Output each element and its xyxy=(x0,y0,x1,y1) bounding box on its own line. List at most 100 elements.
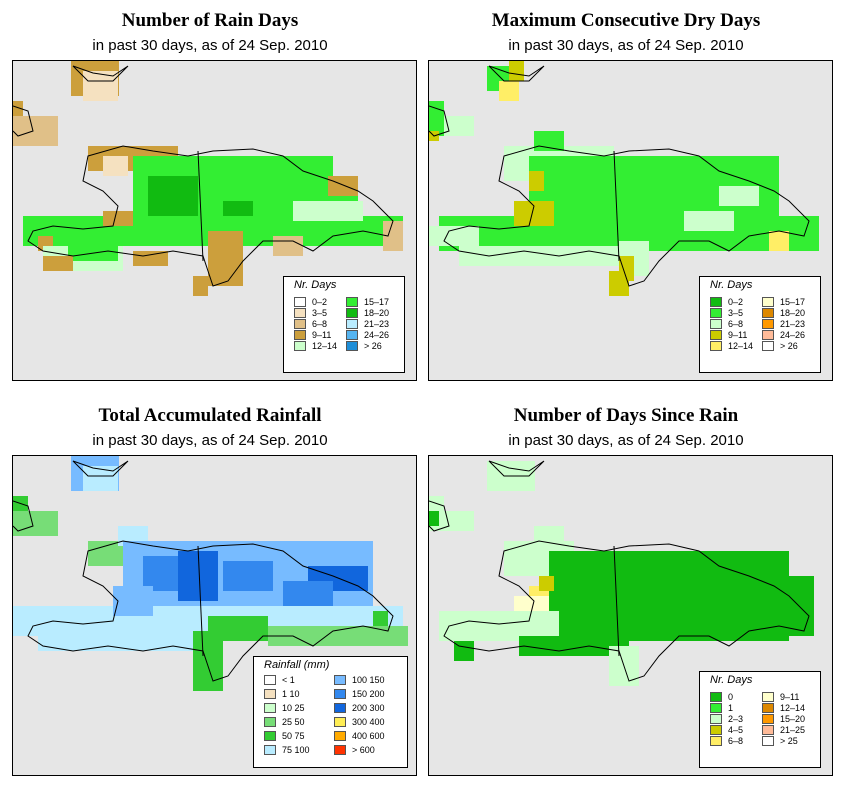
map-svg xyxy=(429,61,819,296)
coastline xyxy=(13,65,394,287)
legend-swatch xyxy=(762,308,774,318)
legend-swatch xyxy=(346,308,358,318)
legend: Nr. Days 0–2 3–5 6–8 9–11 12–14 15–17 18… xyxy=(699,276,821,373)
map-svg xyxy=(13,456,408,691)
legend-swatch xyxy=(762,330,774,340)
legend-label: 21–23 xyxy=(364,319,390,329)
grid-cells xyxy=(429,61,819,296)
legend-label: 15–17 xyxy=(780,297,806,307)
legend-label: 9–11 xyxy=(728,330,748,340)
legend-swatch xyxy=(264,717,276,727)
legend-swatch xyxy=(294,308,306,318)
legend-swatch xyxy=(762,692,774,702)
legend-swatch xyxy=(762,703,774,713)
panel-dry-days: Maximum Consecutive Dry Days in past 30 … xyxy=(416,0,836,396)
legend: Nr. Days 0 1 2–3 4–5 6–8 9–11 12–14 15–2… xyxy=(699,671,821,768)
legend-label: 75 100 xyxy=(282,745,310,755)
legend-swatch xyxy=(294,319,306,329)
map-svg xyxy=(429,460,814,686)
legend-swatch xyxy=(710,297,722,307)
legend-swatch xyxy=(710,725,722,735)
legend-label: 15–17 xyxy=(364,297,390,307)
legend-label: 15–20 xyxy=(780,714,806,724)
legend-label: 3–5 xyxy=(728,308,744,318)
legend: Nr. Days 0–2 3–5 6–8 9–11 12–14 15–17 18… xyxy=(283,276,405,373)
legend-label: 6–8 xyxy=(312,319,328,329)
legend-swatch xyxy=(762,725,774,735)
legend-label: 3–5 xyxy=(312,308,328,318)
panel-title: Total Accumulated Rainfall xyxy=(98,405,322,426)
legend-swatch xyxy=(334,689,346,699)
legend-swatch xyxy=(346,319,358,329)
coastline xyxy=(429,65,810,287)
map-rain-days: Nr. Days 0–2 3–5 6–8 9–11 12–14 15–17 18… xyxy=(12,60,417,381)
coastline xyxy=(429,460,810,682)
legend-label: 12–14 xyxy=(728,341,754,351)
legend-swatch xyxy=(710,308,722,318)
legend-label: 24–26 xyxy=(780,330,806,340)
legend-swatch xyxy=(334,703,346,713)
panel-rainfall: Total Accumulated Rainfall in past 30 da… xyxy=(0,395,420,791)
legend-swatch xyxy=(264,689,276,699)
legend-title: Rainfall (mm) xyxy=(264,659,330,671)
legend-label: > 26 xyxy=(780,341,798,351)
legend-label: 4–5 xyxy=(728,725,744,735)
legend-swatch xyxy=(346,341,358,351)
legend-label: 400 600 xyxy=(352,731,385,741)
legend-swatch xyxy=(264,745,276,755)
legend-label: 6–8 xyxy=(728,736,744,746)
legend-label: 100 150 xyxy=(352,675,385,685)
panel-title: Number of Days Since Rain xyxy=(513,405,739,426)
legend-label: 6–8 xyxy=(728,319,744,329)
legend-label: 200 300 xyxy=(352,703,385,713)
legend-label: < 1 xyxy=(282,675,295,685)
legend-title: Nr. Days xyxy=(294,279,337,291)
panel-title: Number of Rain Days xyxy=(121,10,299,31)
legend-swatch xyxy=(710,714,722,724)
legend-swatch xyxy=(334,745,346,755)
legend-title: Nr. Days xyxy=(710,279,753,291)
legend-label: 18–20 xyxy=(364,308,390,318)
legend-label: 0 xyxy=(728,692,734,702)
legend-swatch xyxy=(264,731,276,741)
legend-label: 9–11 xyxy=(312,330,332,340)
legend-swatch xyxy=(346,330,358,340)
legend-swatch xyxy=(710,330,722,340)
legend-label: 0–2 xyxy=(728,297,744,307)
panel-subtitle: in past 30 days, as of 24 Sep. 2010 xyxy=(508,37,744,54)
legend-swatch xyxy=(294,297,306,307)
legend-swatch xyxy=(334,731,346,741)
grid-cells xyxy=(13,456,408,691)
legend-label: > 26 xyxy=(364,341,382,351)
legend-label: 9–11 xyxy=(780,692,800,702)
panel-subtitle: in past 30 days, as of 24 Sep. 2010 xyxy=(508,432,744,449)
legend-label: > 600 xyxy=(352,745,375,755)
legend-swatch xyxy=(264,703,276,713)
map-dry-days: Nr. Days 0–2 3–5 6–8 9–11 12–14 15–17 18… xyxy=(428,60,833,381)
legend-swatch xyxy=(762,714,774,724)
legend-swatch xyxy=(762,297,774,307)
legend-swatch xyxy=(264,675,276,685)
legend-swatch xyxy=(294,341,306,351)
panel-subtitle: in past 30 days, as of 24 Sep. 2010 xyxy=(92,37,328,54)
legend-title: Nr. Days xyxy=(710,674,753,686)
map-svg xyxy=(13,61,403,296)
panel-subtitle: in past 30 days, as of 24 Sep. 2010 xyxy=(92,432,328,449)
legend-label: 12–14 xyxy=(312,341,338,351)
legend: Rainfall (mm) < 1 1 10 10 25 25 50 50 75… xyxy=(253,656,408,768)
legend-swatch xyxy=(334,717,346,727)
map-since-rain: Nr. Days 0 1 2–3 4–5 6–8 9–11 12–14 15–2… xyxy=(428,455,833,776)
legend-swatch xyxy=(762,319,774,329)
legend-label: 150 200 xyxy=(352,689,385,699)
panel-since-rain: Number of Days Since Rain in past 30 day… xyxy=(416,395,836,791)
legend-swatch xyxy=(762,736,774,746)
legend-label: 12–14 xyxy=(780,703,806,713)
legend-label: 21–25 xyxy=(780,725,806,735)
legend-label: 25 50 xyxy=(282,717,305,727)
legend-swatch xyxy=(346,297,358,307)
legend-swatch xyxy=(710,703,722,713)
legend-label: > 25 xyxy=(780,736,798,746)
legend-label: 10 25 xyxy=(282,703,305,713)
map-rainfall: Rainfall (mm) < 1 1 10 10 25 25 50 50 75… xyxy=(12,455,417,776)
legend-label: 1 10 xyxy=(282,689,300,699)
